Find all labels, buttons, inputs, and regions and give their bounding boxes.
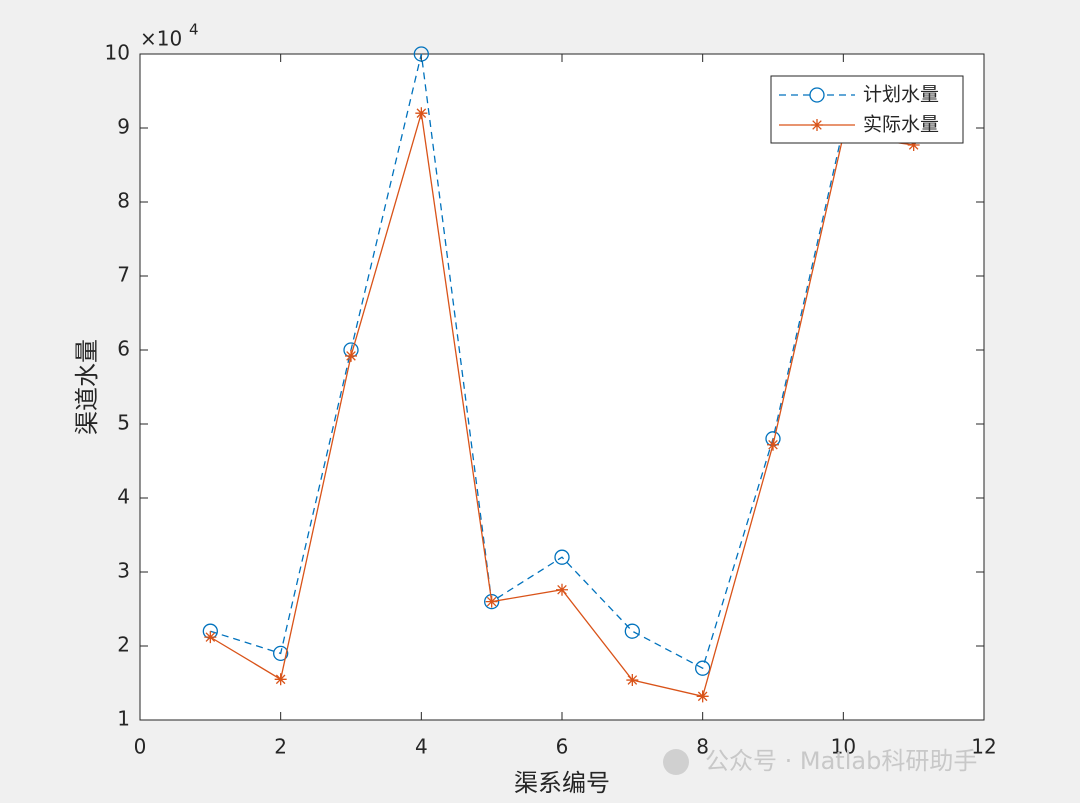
x-axis-label: 渠系编号 bbox=[514, 769, 610, 797]
axes-box bbox=[139, 53, 985, 721]
marker bbox=[554, 549, 570, 565]
marker bbox=[485, 595, 498, 608]
y-tick-label: 1 bbox=[117, 707, 130, 731]
x-tick-label: 6 bbox=[556, 735, 569, 759]
y-tick-label: 6 bbox=[117, 337, 130, 361]
watermark: 公众号 · Matlab科研助手 bbox=[705, 747, 977, 775]
marker bbox=[204, 631, 217, 644]
x-tick-label: 4 bbox=[415, 735, 428, 759]
marker bbox=[415, 107, 428, 120]
marker bbox=[695, 660, 711, 676]
y-multiplier-exponent: 4 bbox=[189, 21, 199, 39]
y-tick-label: 7 bbox=[117, 263, 130, 287]
marker bbox=[767, 438, 779, 451]
legend-label: 计划水量 bbox=[863, 84, 939, 106]
marker bbox=[274, 673, 287, 686]
x-tick-label: 12 bbox=[971, 735, 996, 759]
x-tick-label: 8 bbox=[696, 735, 709, 759]
marker bbox=[273, 645, 289, 662]
marker bbox=[345, 349, 357, 362]
series-line bbox=[210, 53, 914, 670]
legend-box bbox=[770, 75, 964, 144]
legend-marker bbox=[811, 119, 823, 131]
legend-marker bbox=[809, 87, 825, 103]
y-tick-label: 10 bbox=[105, 41, 130, 65]
marker bbox=[624, 623, 640, 639]
x-tick-label: 10 bbox=[831, 735, 856, 759]
watermark-icon bbox=[663, 749, 689, 775]
y-tick-label: 8 bbox=[117, 189, 130, 213]
marker bbox=[484, 593, 500, 610]
y-tick-label: 5 bbox=[117, 411, 130, 435]
legend-label: 实际水量 bbox=[863, 114, 939, 136]
y-tick-label: 2 bbox=[117, 633, 130, 657]
y-axis-label: 渠道水量 bbox=[73, 339, 101, 435]
marker bbox=[626, 674, 639, 687]
x-tick-label: 0 bbox=[134, 735, 147, 759]
marker bbox=[413, 46, 429, 62]
marker bbox=[907, 139, 920, 152]
y-tick-label: 9 bbox=[117, 115, 130, 139]
y-tick-label: 3 bbox=[117, 559, 130, 583]
y-tick-label: 4 bbox=[117, 485, 130, 509]
marker bbox=[696, 690, 709, 703]
x-tick-label: 2 bbox=[274, 735, 287, 759]
marker bbox=[556, 583, 568, 596]
y-multiplier: ×10 bbox=[140, 27, 182, 51]
